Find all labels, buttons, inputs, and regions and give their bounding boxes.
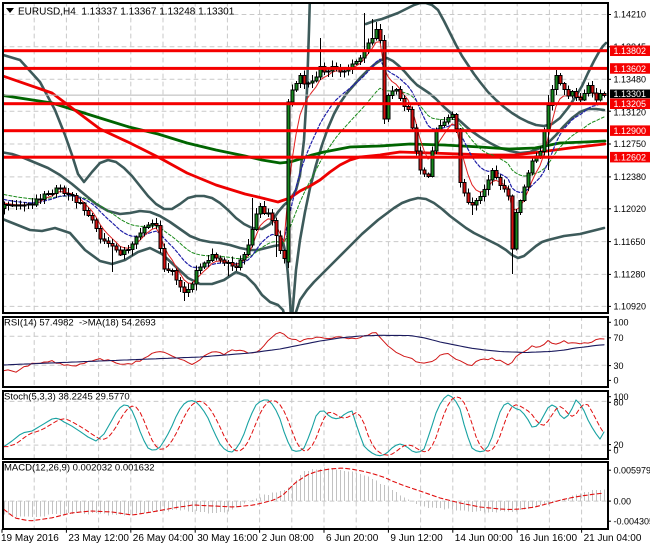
svg-text:23 May 12:00: 23 May 12:00 xyxy=(68,533,129,544)
svg-text:1.13480: 1.13480 xyxy=(614,75,647,85)
svg-text:1.11280: 1.11280 xyxy=(614,270,646,280)
svg-text:9 Jun 12:00: 9 Jun 12:00 xyxy=(390,533,443,544)
svg-text:70: 70 xyxy=(614,333,624,343)
svg-text:80: 80 xyxy=(614,398,624,408)
svg-text:1.12020: 1.12020 xyxy=(614,204,647,214)
svg-text:0.005979: 0.005979 xyxy=(614,465,650,475)
svg-text:1.12750: 1.12750 xyxy=(614,139,647,149)
svg-text:MACD(12,26,9) 0.002032 0.00163: MACD(12,26,9) 0.002032 0.001632 xyxy=(4,463,155,474)
svg-text:1.11650: 1.11650 xyxy=(614,237,646,247)
svg-text:1.12380: 1.12380 xyxy=(614,172,647,182)
svg-text:6 Jun 20:00: 6 Jun 20:00 xyxy=(326,533,379,544)
svg-text:30 May 16:00: 30 May 16:00 xyxy=(197,533,258,544)
svg-text:0: 0 xyxy=(614,446,619,456)
svg-text:RSI(14) 57.4982 ->MA(18) 54.2: RSI(14) 57.4982 ->MA(18) 54.2693 xyxy=(4,318,156,329)
svg-text:0: 0 xyxy=(614,376,619,386)
svg-text:EURUSD,H4 1.13337 1.13367 1.1: EURUSD,H4 1.13337 1.13367 1.13248 1.1330… xyxy=(18,7,235,18)
svg-text:Stoch(5,3,3) 38.2245 29.5770: Stoch(5,3,3) 38.2245 29.5770 xyxy=(4,392,130,403)
svg-text:14 Jun 00:00: 14 Jun 00:00 xyxy=(455,533,513,544)
svg-text:100: 100 xyxy=(614,318,629,328)
svg-text:2 Jun 08:00: 2 Jun 08:00 xyxy=(262,533,315,544)
svg-text:16 Jun 16:00: 16 Jun 16:00 xyxy=(519,533,577,544)
svg-text:19 May 2016: 19 May 2016 xyxy=(1,533,59,544)
svg-text:30: 30 xyxy=(614,361,624,371)
svg-text:21 Jun 04:00: 21 Jun 04:00 xyxy=(584,533,642,544)
svg-text:-0.004305: -0.004305 xyxy=(614,516,650,526)
svg-text:20: 20 xyxy=(614,440,624,450)
svg-text:26 May 04:00: 26 May 04:00 xyxy=(133,533,194,544)
svg-text:1.13301: 1.13301 xyxy=(614,89,647,99)
svg-text:1.14210: 1.14210 xyxy=(614,10,647,20)
svg-text:1.12602: 1.12602 xyxy=(614,153,647,163)
svg-text:1.13802: 1.13802 xyxy=(614,46,647,56)
svg-text:1.10920: 1.10920 xyxy=(614,302,647,312)
svg-text:0.00: 0.00 xyxy=(614,496,632,506)
svg-text:1.12900: 1.12900 xyxy=(614,126,647,136)
svg-text:1.13205: 1.13205 xyxy=(614,99,647,109)
svg-text:1.13602: 1.13602 xyxy=(614,64,647,74)
svg-text:100: 100 xyxy=(614,392,629,402)
svg-text:1.13120: 1.13120 xyxy=(614,108,647,118)
